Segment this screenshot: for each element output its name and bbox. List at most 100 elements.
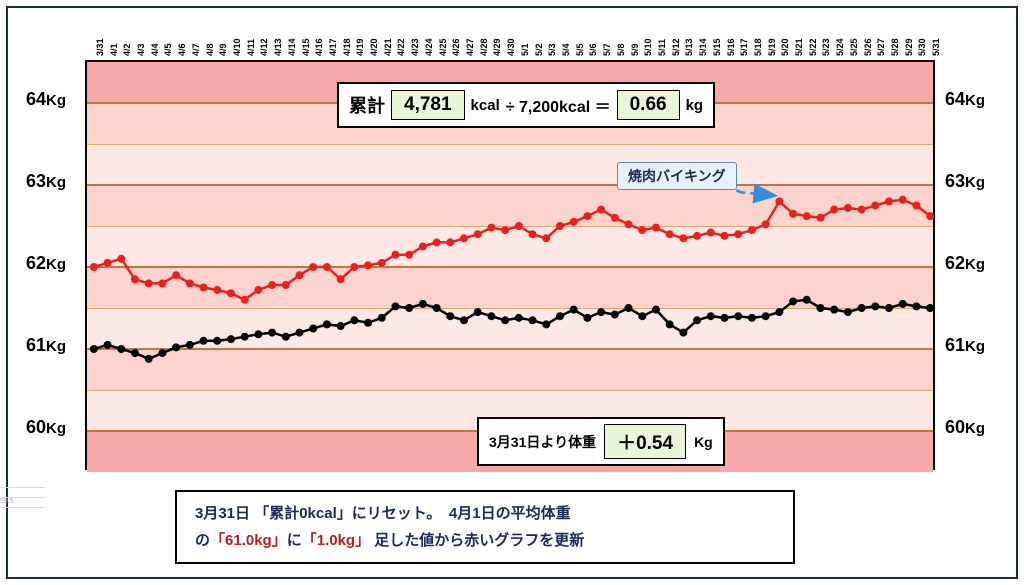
x-axis-label: 4/19 xyxy=(355,38,365,56)
footnote-highlight: 「1.0kg」 xyxy=(302,532,370,549)
series-dot-red xyxy=(405,251,413,259)
series-dot-black xyxy=(885,304,893,312)
callout-text: 焼肉バイキング xyxy=(628,168,726,184)
kg-unit: kg xyxy=(686,97,704,114)
y-axis-label-right: 60Kg xyxy=(945,417,985,438)
series-dot-black xyxy=(803,296,811,304)
series-dot-red xyxy=(871,202,879,210)
series-dot-black xyxy=(775,308,783,316)
series-dot-black xyxy=(830,306,838,314)
series-dot-black xyxy=(501,316,509,324)
series-dot-red xyxy=(666,230,674,238)
series-dot-black xyxy=(282,333,290,341)
series-dot-red xyxy=(501,226,509,234)
x-axis-label: 5/28 xyxy=(890,38,900,56)
x-axis-label: 5/27 xyxy=(876,38,886,56)
kcal-total-label: 累計 xyxy=(349,92,385,118)
series-dot-black xyxy=(611,311,619,319)
series-dot-black xyxy=(268,329,276,337)
y-axis-label-left: 60Kg xyxy=(26,417,66,438)
x-axis-label: 5/21 xyxy=(794,38,804,56)
x-axis-label: 4/20 xyxy=(369,38,379,56)
x-axis-label: 4/3 xyxy=(136,43,146,56)
series-dot-black xyxy=(446,312,454,320)
x-axis-label: 4/22 xyxy=(396,38,406,56)
series-dot-black xyxy=(638,312,646,320)
series-dot-red xyxy=(227,289,235,297)
series-dot-red xyxy=(844,204,852,212)
series-dot-black xyxy=(666,320,674,328)
series-dot-black xyxy=(734,312,742,320)
series-dot-black xyxy=(309,325,317,333)
series-dot-black xyxy=(926,304,934,312)
x-axis-label: 5/29 xyxy=(904,38,914,56)
series-dot-black xyxy=(899,300,907,308)
x-axis-label: 5/23 xyxy=(821,38,831,56)
series-dot-black xyxy=(556,312,564,320)
x-axis-label: 5/31 xyxy=(931,38,941,56)
y-axis-label-left: 62Kg xyxy=(26,253,66,274)
series-dot-red xyxy=(254,286,262,294)
series-dot-black xyxy=(912,302,920,310)
series-dot-red xyxy=(542,234,550,242)
series-dot-red xyxy=(350,263,358,271)
series-dot-red xyxy=(789,210,797,218)
x-axis-label: 4/25 xyxy=(438,38,448,56)
series-dot-red xyxy=(474,230,482,238)
x-axis-label: 5/10 xyxy=(643,38,653,56)
series-dot-red xyxy=(858,206,866,214)
series-dot-red xyxy=(803,212,811,220)
x-axis-label: 4/26 xyxy=(451,38,461,56)
series-dot-black xyxy=(364,319,372,327)
series-dot-red xyxy=(378,259,386,267)
x-axis-label: 5/4 xyxy=(561,43,571,56)
series-dot-black xyxy=(227,335,235,343)
series-dot-black xyxy=(460,316,468,324)
footnote-text: 足した値から赤いグラフを更新 xyxy=(370,532,584,549)
series-dot-black xyxy=(131,349,139,357)
series-dot-red xyxy=(296,271,304,279)
series-dot-black xyxy=(433,304,441,312)
x-axis-label: 4/28 xyxy=(479,38,489,56)
series-dot-red xyxy=(597,206,605,214)
weight-panel: 3月31日より体重 ＋0.54 Kg xyxy=(477,417,725,466)
series-dot-red xyxy=(104,259,112,267)
x-axis-label: 5/1 xyxy=(520,43,530,56)
x-axis-label: 5/16 xyxy=(726,38,736,56)
x-axis-label: 5/3 xyxy=(547,43,557,56)
x-axis-label: 5/11 xyxy=(657,39,667,56)
series-dot-red xyxy=(282,281,290,289)
series-dot-black xyxy=(515,314,523,322)
x-axis-label: 4/4 xyxy=(150,43,160,56)
footnote-line1: 3月31日 「累計0kcal」にリセット。 4月1日の平均体重 xyxy=(195,500,775,527)
series-dot-red xyxy=(625,220,633,228)
x-axis-label: 5/24 xyxy=(835,38,845,56)
series-dot-red xyxy=(200,284,208,292)
series-dot-black xyxy=(186,341,194,349)
series-dot-red xyxy=(583,212,591,220)
series-dot-red xyxy=(131,275,139,283)
series-dot-red xyxy=(158,279,166,287)
footnote-box: 3月31日 「累計0kcal」にリセット。 4月1日の平均体重 の「61.0kg… xyxy=(175,490,795,564)
x-axis-label: 4/17 xyxy=(328,38,338,56)
series-dot-black xyxy=(241,333,249,341)
kcal-unit: kcal xyxy=(471,97,500,114)
x-axis-label: 5/13 xyxy=(684,38,694,56)
footnote-text: の xyxy=(195,532,210,549)
x-axis-label: 5/12 xyxy=(671,38,681,56)
x-axis-label: 4/7 xyxy=(191,43,201,56)
y-axis-label-right: 61Kg xyxy=(945,335,985,356)
x-axis-label: 4/27 xyxy=(465,38,475,56)
series-dot-black xyxy=(542,320,550,328)
x-axis-label: 5/5 xyxy=(575,43,585,56)
x-axis-label: 4/8 xyxy=(205,43,215,56)
x-axis-label: 4/18 xyxy=(342,38,352,56)
x-axis-label: 4/10 xyxy=(232,38,242,56)
x-axis-label: 4/15 xyxy=(301,38,311,56)
series-dot-red xyxy=(172,271,180,279)
series-dot-black xyxy=(597,308,605,316)
x-axis-label: 4/2 xyxy=(122,43,132,56)
series-dot-black xyxy=(858,304,866,312)
series-dot-black xyxy=(200,337,208,345)
callout-label: 焼肉バイキング xyxy=(617,162,737,190)
